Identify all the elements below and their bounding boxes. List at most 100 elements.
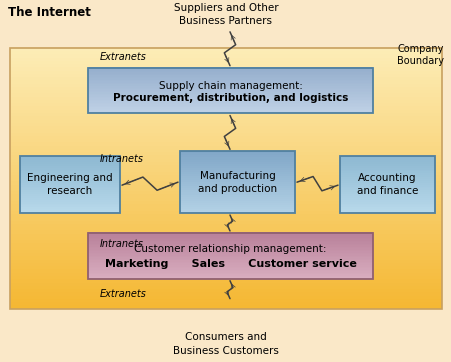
- Bar: [339, 203, 434, 206]
- Bar: [88, 254, 372, 256]
- Bar: [10, 282, 441, 286]
- Bar: [339, 180, 434, 183]
- Bar: [179, 186, 295, 188]
- Bar: [10, 168, 441, 172]
- Bar: [10, 188, 441, 191]
- Bar: [179, 206, 295, 209]
- Bar: [10, 266, 441, 269]
- Bar: [179, 209, 295, 211]
- Bar: [10, 48, 441, 308]
- Bar: [88, 81, 372, 83]
- Bar: [339, 205, 434, 207]
- Bar: [88, 73, 372, 75]
- Bar: [10, 240, 441, 243]
- Bar: [10, 259, 441, 263]
- Bar: [339, 211, 434, 213]
- Bar: [88, 263, 372, 265]
- Bar: [10, 73, 441, 77]
- Bar: [10, 223, 441, 227]
- Bar: [88, 275, 372, 277]
- Bar: [339, 175, 434, 177]
- Bar: [88, 237, 372, 239]
- Bar: [88, 72, 372, 74]
- Bar: [20, 156, 120, 213]
- Bar: [10, 70, 441, 74]
- Bar: [88, 233, 372, 279]
- Bar: [10, 289, 441, 292]
- Bar: [88, 272, 372, 274]
- Bar: [10, 171, 441, 175]
- Bar: [10, 275, 441, 279]
- Bar: [179, 192, 295, 194]
- Bar: [339, 201, 434, 203]
- Bar: [20, 173, 120, 175]
- Bar: [10, 181, 441, 185]
- Bar: [179, 153, 295, 155]
- Bar: [339, 184, 434, 186]
- Bar: [10, 139, 441, 142]
- Bar: [179, 165, 295, 168]
- Bar: [20, 184, 120, 186]
- Bar: [20, 209, 120, 211]
- Bar: [179, 188, 295, 190]
- Text: Customer relationship management:: Customer relationship management:: [134, 244, 326, 254]
- Bar: [88, 271, 372, 273]
- Bar: [10, 64, 441, 67]
- Text: Extranets: Extranets: [100, 289, 147, 299]
- Bar: [179, 173, 295, 176]
- Bar: [88, 258, 372, 260]
- Bar: [10, 210, 441, 214]
- Bar: [20, 161, 120, 164]
- Bar: [179, 204, 295, 207]
- Bar: [339, 165, 434, 168]
- Text: Consumers and
Business Customers: Consumers and Business Customers: [173, 332, 278, 356]
- Bar: [10, 109, 441, 113]
- Text: The Internet: The Internet: [8, 6, 91, 19]
- Bar: [20, 195, 120, 198]
- Bar: [10, 51, 441, 54]
- Bar: [179, 159, 295, 161]
- Bar: [179, 196, 295, 199]
- Bar: [179, 163, 295, 166]
- Bar: [10, 233, 441, 237]
- Bar: [88, 240, 372, 242]
- Bar: [10, 54, 441, 58]
- Text: Company
Boundary: Company Boundary: [396, 44, 443, 66]
- Bar: [88, 261, 372, 264]
- Text: Accounting
and finance: Accounting and finance: [356, 173, 417, 196]
- Bar: [10, 269, 441, 273]
- Bar: [179, 167, 295, 170]
- Bar: [88, 85, 372, 88]
- Bar: [10, 197, 441, 201]
- Bar: [20, 201, 120, 203]
- Bar: [10, 126, 441, 129]
- Bar: [88, 243, 372, 245]
- Bar: [10, 132, 441, 136]
- Bar: [88, 89, 372, 90]
- Bar: [88, 90, 372, 92]
- Text: Supply chain management:: Supply chain management:: [158, 81, 302, 90]
- Bar: [20, 177, 120, 179]
- Bar: [88, 108, 372, 110]
- Bar: [20, 178, 120, 181]
- Bar: [88, 105, 372, 108]
- Bar: [10, 178, 441, 181]
- Bar: [88, 78, 372, 80]
- Bar: [179, 161, 295, 164]
- Bar: [20, 182, 120, 185]
- Bar: [10, 236, 441, 240]
- Bar: [20, 192, 120, 194]
- Bar: [20, 156, 120, 158]
- Bar: [339, 199, 434, 202]
- Bar: [339, 197, 434, 200]
- Bar: [339, 169, 434, 172]
- Bar: [88, 266, 372, 268]
- Bar: [10, 158, 441, 162]
- Bar: [10, 230, 441, 233]
- Bar: [10, 67, 441, 71]
- Bar: [179, 200, 295, 203]
- Bar: [10, 249, 441, 253]
- Bar: [10, 292, 441, 295]
- Bar: [20, 160, 120, 162]
- Bar: [10, 80, 441, 84]
